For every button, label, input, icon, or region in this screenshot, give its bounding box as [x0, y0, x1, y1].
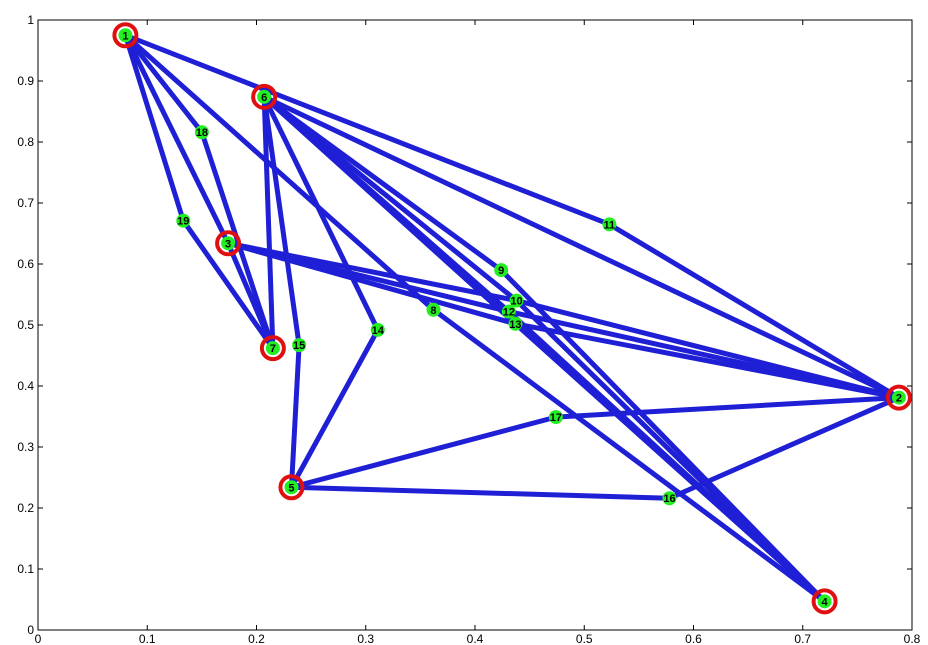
node-4 — [817, 594, 832, 609]
node-12 — [501, 304, 516, 319]
node-label-19: 19 — [177, 216, 189, 228]
node-label-10: 10 — [510, 296, 522, 308]
node-15 — [292, 338, 307, 353]
x-tick-label: 0.1 — [139, 632, 156, 645]
node-label-15: 15 — [293, 340, 305, 352]
edge-6-14 — [261, 94, 381, 333]
node-ring-3 — [215, 230, 242, 257]
edge-1-19 — [122, 32, 186, 224]
edge-6-2 — [261, 94, 902, 401]
node-label-1: 1 — [122, 30, 128, 42]
node-17 — [548, 410, 563, 425]
x-tick-label: 0 — [35, 632, 42, 645]
node-7 — [265, 341, 280, 356]
node-10 — [509, 293, 524, 308]
x-tick-label: 0.2 — [248, 632, 265, 645]
node-ring-7 — [259, 335, 286, 362]
y-tick-label: 0 — [27, 623, 34, 637]
node-ring-4 — [811, 588, 838, 615]
edge-16-2 — [666, 395, 902, 501]
node-label-7: 7 — [270, 343, 276, 355]
node-9 — [494, 263, 509, 278]
y-tick-label: 0.1 — [17, 562, 34, 576]
edge-5-17 — [288, 414, 559, 490]
y-tick-label: 0.6 — [17, 257, 34, 271]
y-tick-label: 0.8 — [17, 135, 34, 149]
node-ring-5 — [278, 474, 305, 501]
edge-5-16 — [288, 484, 672, 501]
edge-1-11 — [122, 32, 612, 227]
axes: 0 0.1 0.2 0.3 0.4 0.5 0.6 0.7 0.8 0 0.1 0.2 0.3 0.4 0.… — [17, 13, 920, 645]
y-tick-label: 0.5 — [17, 318, 34, 332]
y-tick-label: 0.7 — [17, 196, 34, 210]
edge-14-5 — [288, 327, 381, 490]
node-16 — [662, 491, 677, 506]
axes-box — [37, 19, 913, 631]
x-tick-label: 0.7 — [794, 632, 811, 645]
edge-13-4 — [512, 321, 828, 604]
node-ring-1 — [112, 22, 139, 49]
node-label-9: 9 — [498, 265, 504, 277]
node-label-5: 5 — [288, 482, 294, 494]
edge-17-2 — [553, 395, 902, 420]
edge-6-7 — [261, 94, 276, 351]
y-tick-label: 0.4 — [17, 379, 34, 393]
node-ring-6 — [251, 83, 278, 110]
x-tick-label: 0.5 — [576, 632, 593, 645]
edge-1-3 — [122, 32, 231, 246]
edge-1-18 — [122, 32, 205, 135]
node-label-18: 18 — [196, 127, 208, 139]
node-5 — [284, 480, 299, 495]
node-1 — [118, 28, 133, 43]
edge-3-13 — [225, 240, 518, 327]
edge-8-4 — [430, 307, 828, 604]
node-label-16: 16 — [663, 493, 675, 505]
node-14 — [370, 322, 385, 337]
edge-19-7 — [180, 218, 276, 351]
node-label-12: 12 — [503, 307, 515, 319]
node-3 — [221, 236, 236, 251]
x-tick-label: 0.8 — [904, 632, 921, 645]
node-6 — [257, 89, 272, 104]
y-tick-label: 0.2 — [17, 501, 34, 515]
edge-6-13 — [261, 94, 518, 327]
node-8 — [426, 302, 441, 317]
node-label-4: 4 — [822, 596, 829, 608]
node-11 — [602, 217, 617, 232]
node-ring-2 — [885, 384, 912, 411]
node-13 — [508, 316, 523, 331]
node-label-6: 6 — [261, 92, 267, 104]
node-label-11: 11 — [604, 219, 616, 231]
x-tick-label: 0.6 — [685, 632, 702, 645]
node-label-2: 2 — [896, 393, 902, 405]
x-tick-label: 0.4 — [467, 632, 484, 645]
node-label-3: 3 — [225, 238, 231, 250]
x-tick-label: 0.3 — [357, 632, 374, 645]
edge-3-7 — [225, 240, 276, 351]
edges-layer — [122, 32, 902, 604]
edge-13-2 — [512, 321, 902, 401]
node-2 — [891, 390, 906, 405]
node-label-13: 13 — [509, 319, 521, 331]
edge-15-5 — [288, 342, 302, 490]
node-19 — [176, 213, 191, 228]
edge-1-8 — [122, 32, 436, 313]
y-tick-label: 0.9 — [17, 74, 34, 88]
y-tick-label: 1 — [27, 13, 34, 27]
node-label-8: 8 — [430, 305, 436, 317]
node-label-17: 17 — [550, 412, 562, 424]
y-tick-label: 0.3 — [17, 440, 34, 454]
node-18 — [194, 125, 209, 140]
edge-6-15 — [261, 94, 302, 348]
edge-11-2 — [606, 221, 902, 401]
node-label-14: 14 — [372, 325, 385, 337]
